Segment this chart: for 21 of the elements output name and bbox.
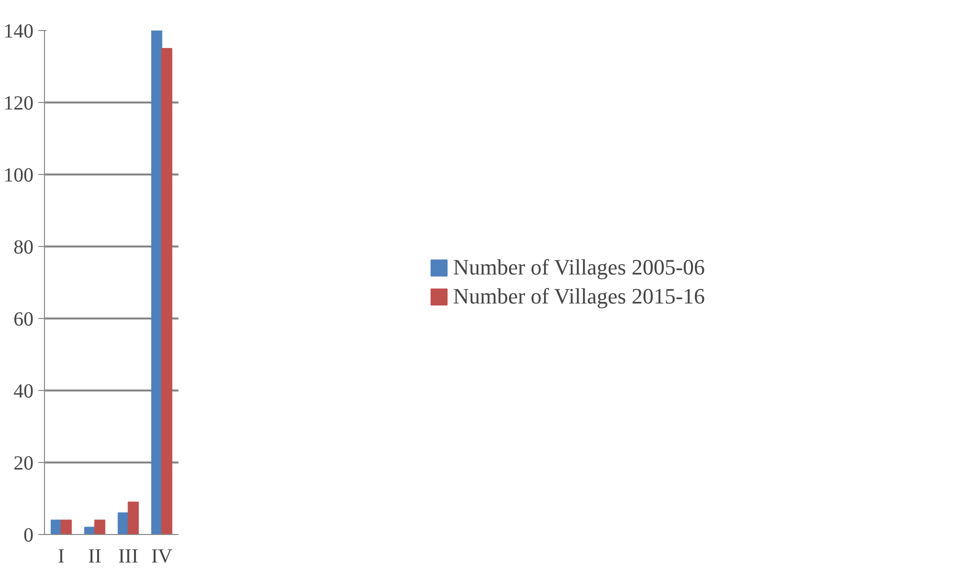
bar: [60, 520, 72, 534]
y-tick-label: 100: [4, 164, 34, 186]
x-tick-label: IV: [151, 546, 173, 568]
y-tick-label: 60: [14, 308, 34, 330]
x-tick-label: I: [58, 546, 65, 568]
bar: [94, 520, 106, 534]
y-tick-label: 80: [14, 236, 34, 258]
bar: [151, 30, 162, 534]
y-tick-label: 120: [4, 92, 34, 114]
x-tick-label: II: [88, 546, 102, 568]
bar: [161, 48, 172, 534]
y-tick-label: 20: [14, 452, 34, 474]
legend-label: Number of Villages 2005-06: [453, 254, 705, 280]
legend-label: Number of Villages 2015-16: [453, 284, 705, 310]
bar: [50, 520, 62, 534]
y-tick-label: 140: [4, 20, 34, 42]
y-tick-label: 0: [24, 524, 34, 546]
bar: [118, 512, 129, 534]
bar: [128, 502, 139, 534]
y-tick-label: 40: [14, 380, 34, 402]
x-tick-label: III: [118, 546, 138, 568]
